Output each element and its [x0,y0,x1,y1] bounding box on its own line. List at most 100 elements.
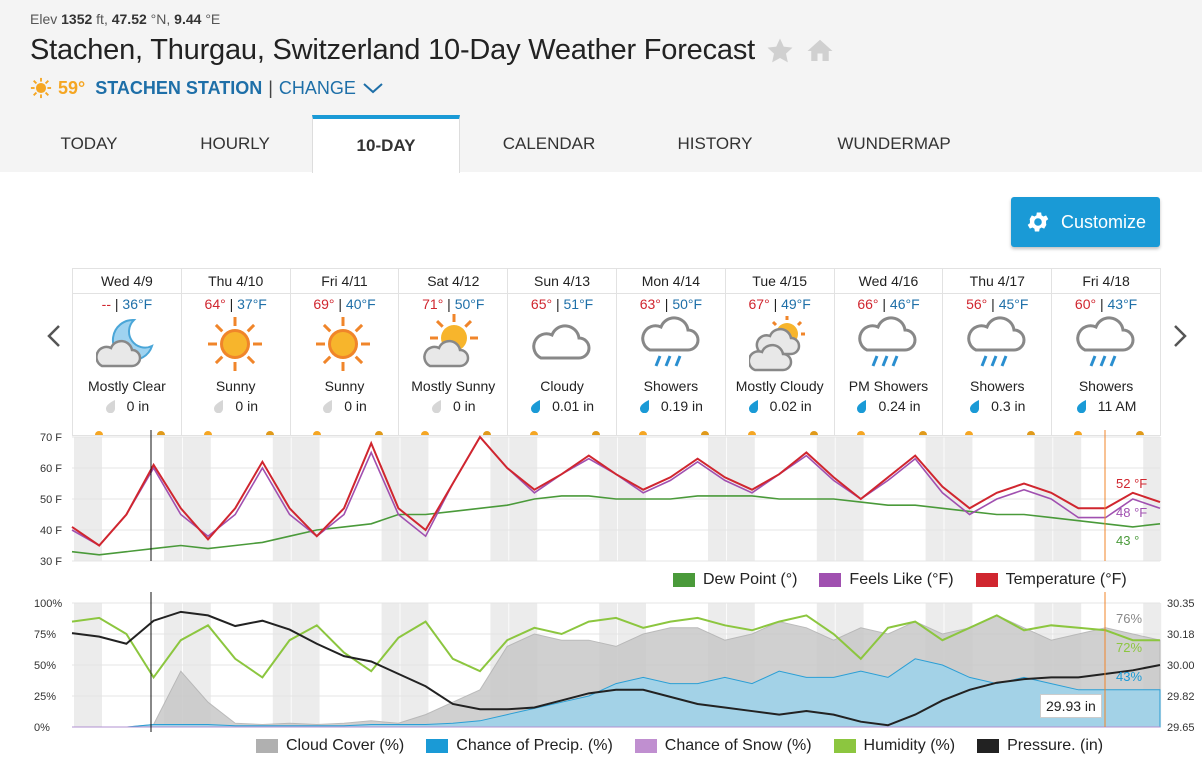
legend-chance-precip[interactable]: Chance of Precip. (%) [426,737,613,755]
low-temp: 40°F [345,296,376,312]
temp-separator: | [110,296,123,312]
end-value-label: 43% [1116,669,1142,684]
day-name: Thu 4/10 [181,269,290,294]
day-temps: 60° | 43°F [1052,296,1160,312]
humidity-line [71,614,1160,680]
y-tick-label: 0% [34,722,50,732]
star-icon[interactable] [765,36,795,66]
day-name: Tue 4/15 [725,269,834,294]
current-temperature: 59° [58,77,86,98]
legend-feels-like[interactable]: Feels Like (°F) [819,571,954,589]
raindrop-icon [748,400,758,413]
precip-humidity-chart: 100% 30.35 75% 30.18 50% 30.00 25% 29.82 0% 29.65… [34,592,1195,732]
legend-temperature[interactable]: Temperature (°F) [975,571,1127,589]
customize-button[interactable]: Customize [1011,197,1160,247]
day-name: Sat 4/12 [399,269,508,294]
y-tick-label: 75% [34,629,56,641]
low-temp: 50°F [454,296,485,312]
low-temp: 36°F [122,296,153,312]
legend-chance-snow[interactable]: Chance of Snow (%) [634,737,812,755]
sun-rise-set-icon [747,431,818,435]
sun-rise-set-icon [312,431,383,435]
day-temps: 63° | 50°F [617,296,725,312]
legend-pressure[interactable]: Pressure. (in) [977,737,1103,755]
temperature-chart: 70 F 60 F 50 F 40 F 30 F 52 °F 48 °F 43 ° [40,430,1162,568]
high-temp: 71° [422,296,444,312]
tab-10-day[interactable]: 10-DAY [312,115,460,173]
latitude-value: 47.52 [111,11,147,27]
temp-separator: | [225,296,238,312]
tab-hourly[interactable]: HOURLY [200,133,270,153]
chevron-down-icon[interactable] [362,81,384,95]
y-tick-label: 100% [34,598,62,610]
chevron-right-icon[interactable] [1170,322,1190,350]
home-icon[interactable] [805,36,835,66]
y2-tick-label: 29.82 [1167,691,1195,703]
tab-today[interactable]: TODAY [60,133,118,153]
sun-rise-set-icon [530,431,601,435]
day-column[interactable]: Thu 4/10 64° | 37°F Sunny 0 in [181,269,291,435]
temp-separator: | [1096,296,1108,312]
series-line [71,435,1161,547]
customize-label: Customize [1060,211,1147,232]
page-title: Stachen, Thurgau, Switzerland 10-Day Wea… [30,34,755,66]
day-column[interactable]: Mon 4/14 63° | 50°F Showers 0.19 in [616,269,726,435]
condition-text: Mostly Sunny [411,378,496,394]
station-name[interactable]: STACHEN STATION [95,77,263,98]
y-tick-label: 50 F [40,494,62,506]
day-column[interactable]: Fri 4/11 69° | 40°F Sunny 0 in [290,269,400,435]
end-value-label: 76% [1116,611,1142,626]
high-temp: 63° [639,296,661,312]
legend-cloud-cover[interactable]: Cloud Cover (%) [256,737,404,755]
rain-icon [1076,316,1135,367]
tab-wundermap[interactable]: WUNDERMAP [837,133,951,153]
high-temp: 65° [530,296,553,312]
temp-separator: | [334,296,346,312]
legend-dew-point[interactable]: Dew Point (°) [673,571,797,589]
precip-legend: Cloud Cover (%) Chance of Precip. (%) Ch… [256,737,1103,755]
precip-amount: 0 in [453,398,476,414]
high-temp: 56° [966,296,988,312]
day-column[interactable]: Thu 4/17 56° | 45°F Showers 0.3 in [943,269,1053,435]
rain-icon [641,316,700,367]
header-area: Elev 1352 ft, 47.52 °N, 9.44 °E Stachen,… [0,0,1202,173]
day-name: Wed 4/9 [73,269,181,294]
sun-clouds-icon [748,316,805,372]
raindrop-icon [531,400,541,413]
low-temp: 46°F [889,296,920,312]
tab-calendar[interactable]: CALENDAR [502,133,596,153]
change-station-button[interactable]: CHANGE [278,77,356,98]
precip-amount: 0 in [344,398,367,414]
day-column[interactable]: Sun 4/13 65° | 51°F Cloudy 0.01 in [508,269,617,435]
day-temps: 71° | 50°F [399,296,507,312]
day-column[interactable]: Fri 4/18 60° | 43°F Showers 11 AM [1052,269,1160,435]
y2-tick-label: 29.65 [1167,722,1195,732]
daily-forecast-strip: Wed 4/9 -- | 36°F Mostly Clear 0 in Thu 4/10… [72,268,1161,436]
y-tick-label: 25% [34,691,56,703]
tab-history[interactable]: HISTORY [677,133,753,153]
end-value-label: 52 °F [1116,476,1147,491]
y-tick-label: 70 F [40,432,62,444]
day-column[interactable]: Tue 4/15 67° | 49°F Mostly Cloudy 0.02 in [725,269,835,435]
high-temp: 60° [1074,296,1097,312]
tab-bar: TODAY HOURLY 10-DAY CALENDAR HISTORY WUN… [0,115,1202,173]
condition-text: Sunny [215,378,256,394]
legend-humidity[interactable]: Humidity (%) [833,737,955,755]
elev-value: 1352 [61,11,93,27]
day-column[interactable]: Wed 4/9 -- | 36°F Mostly Clear 0 in [73,269,182,435]
sun-rise-set-icon [203,431,274,435]
chevron-left-icon[interactable] [44,322,64,350]
sun-rise-set-icon [421,431,492,435]
high-temp: 67° [748,296,770,312]
day-column[interactable]: Sat 4/12 71° | 50°F Mostly Sunny 0 in [399,269,509,435]
sun-cloud-icon [423,314,479,368]
low-temp: 49°F [781,296,811,312]
condition-text: Cloudy [540,378,584,394]
precip-amount: 0.01 in [552,398,595,414]
low-temp: 51°F [563,296,594,312]
precip-amount: 0 in [126,398,150,414]
day-column[interactable]: Wed 4/16 66° | 46°F PM Showers 0.24 in [834,269,944,435]
temp-separator: | [878,296,890,312]
end-value-label: 72% [1116,640,1142,655]
day-temps: 65° | 51°F [508,296,616,312]
